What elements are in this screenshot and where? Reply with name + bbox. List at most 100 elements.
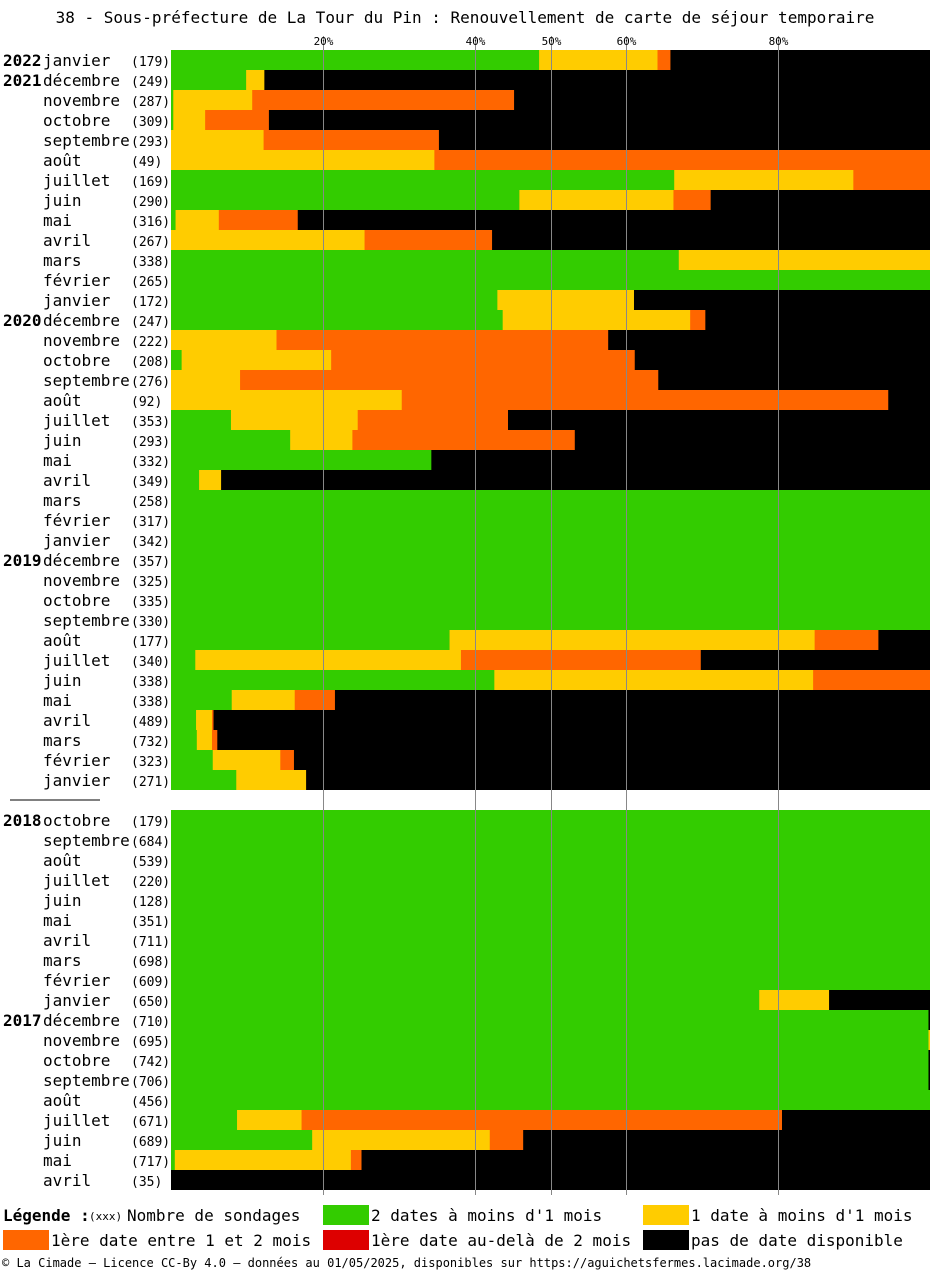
row-month-label: août	[43, 631, 82, 650]
bar-segment	[171, 1050, 929, 1070]
row-count-label: (220)	[131, 875, 170, 890]
bar-segment	[502, 310, 691, 330]
bar-segment	[211, 710, 215, 730]
bar-segment	[608, 330, 930, 350]
row-count-label: (92)	[131, 395, 162, 410]
row-month-label: décembre	[43, 1011, 120, 1030]
row-month-label: mai	[43, 691, 72, 710]
row-count-label: (340)	[131, 655, 170, 670]
bar-segment	[306, 770, 930, 790]
row-count-label: (258)	[131, 495, 170, 510]
row-month-label: décembre	[43, 71, 120, 90]
row-month-label: février	[43, 271, 111, 290]
bar-segment	[213, 710, 930, 730]
bar-segment	[171, 430, 291, 450]
row-month-label: juillet	[43, 411, 110, 430]
bar-segment	[171, 90, 174, 110]
bar-segment	[514, 90, 930, 110]
row-month-label: octobre	[43, 811, 110, 830]
bar-segment	[173, 110, 206, 130]
bar-segment	[171, 590, 930, 610]
bar-segment	[633, 290, 930, 310]
bar-segment	[700, 650, 930, 670]
bar-segment	[434, 150, 930, 170]
bar-segment	[928, 1070, 930, 1090]
row-month-label: juillet	[43, 871, 110, 890]
bar-segment	[171, 530, 930, 550]
row-count-label: (650)	[131, 995, 170, 1010]
row-count-label: (357)	[131, 555, 170, 570]
bar-segment	[449, 630, 816, 650]
bar-segment	[171, 130, 265, 150]
row-month-label: décembre	[43, 551, 120, 570]
bar-segment	[171, 370, 241, 390]
bar-segment	[334, 690, 930, 710]
bar-segment	[221, 470, 930, 490]
row-month-label: octobre	[43, 591, 110, 610]
bar-segment	[293, 750, 930, 770]
bar-segment	[263, 130, 440, 150]
bar-segment	[497, 290, 635, 310]
x-tick-label: 40%	[466, 35, 486, 48]
x-tick-label: 80%	[769, 35, 789, 48]
row-month-label: mars	[43, 491, 82, 510]
row-count-label: (49)	[131, 155, 162, 170]
bar-segment	[928, 1050, 930, 1070]
row-count-label: (35)	[131, 1175, 162, 1190]
bar-segment	[829, 990, 930, 1010]
row-count-label: (353)	[131, 415, 170, 430]
bar-segment	[705, 310, 930, 330]
bar-segment	[539, 50, 659, 70]
legend-label-black: pas de date disponible	[691, 1231, 903, 1250]
bar-segment	[268, 110, 930, 130]
bar-segment	[171, 1130, 313, 1150]
bar-segment	[331, 350, 636, 370]
row-month-label: janvier	[43, 51, 111, 70]
x-tick-label: 60%	[617, 35, 637, 48]
bar-segment	[171, 630, 451, 650]
bar-segment	[171, 210, 177, 230]
row-month-label: mai	[43, 911, 72, 930]
footer-credit: © La Cimade — Licence CC-By 4.0 — donnée…	[2, 1256, 812, 1270]
row-month-label: mars	[43, 731, 82, 750]
row-count-label: (742)	[131, 1055, 170, 1070]
bar-segment	[171, 310, 504, 330]
bar-segment	[171, 930, 930, 950]
row-month-label: avril	[43, 471, 91, 490]
bar-segment	[171, 950, 930, 970]
bar-segment	[171, 890, 930, 910]
row-count-label: (128)	[131, 895, 170, 910]
bar-segment	[171, 70, 247, 90]
legend-swatch-black	[643, 1230, 689, 1250]
legend-swatch-orange	[3, 1230, 49, 1250]
bar-segment	[171, 830, 930, 850]
bar-segment	[174, 1150, 352, 1170]
bar-segment	[294, 690, 336, 710]
row-month-label: juin	[43, 671, 82, 690]
bar-segment	[888, 390, 930, 410]
row-month-label: octobre	[43, 351, 110, 370]
row-count-label: (332)	[131, 455, 170, 470]
row-count-label: (293)	[131, 135, 170, 150]
row-month-label: octobre	[43, 1051, 110, 1070]
row-month-label: avril	[43, 711, 91, 730]
bar-segment	[171, 50, 540, 70]
bar-segment	[246, 70, 265, 90]
bar-segment	[634, 350, 930, 370]
row-month-label: septembre	[43, 611, 130, 630]
bar-segment	[171, 730, 198, 750]
bar-segment	[171, 970, 930, 990]
row-count-label: (287)	[131, 95, 170, 110]
bar-segment	[657, 50, 671, 70]
legend-label-red: 1ère date au-delà de 2 mois	[371, 1231, 632, 1250]
bar-segment	[853, 170, 930, 190]
row-count-label: (177)	[131, 635, 170, 650]
row-count-label: (689)	[131, 1135, 170, 1150]
row-month-label: septembre	[43, 131, 130, 150]
row-month-label: novembre	[43, 91, 120, 110]
bar-segment	[171, 690, 233, 710]
bar-segment	[171, 1170, 930, 1190]
row-count-label: (698)	[131, 955, 170, 970]
row-year-label: 2021	[3, 71, 42, 90]
row-count-label: (671)	[131, 1115, 170, 1130]
